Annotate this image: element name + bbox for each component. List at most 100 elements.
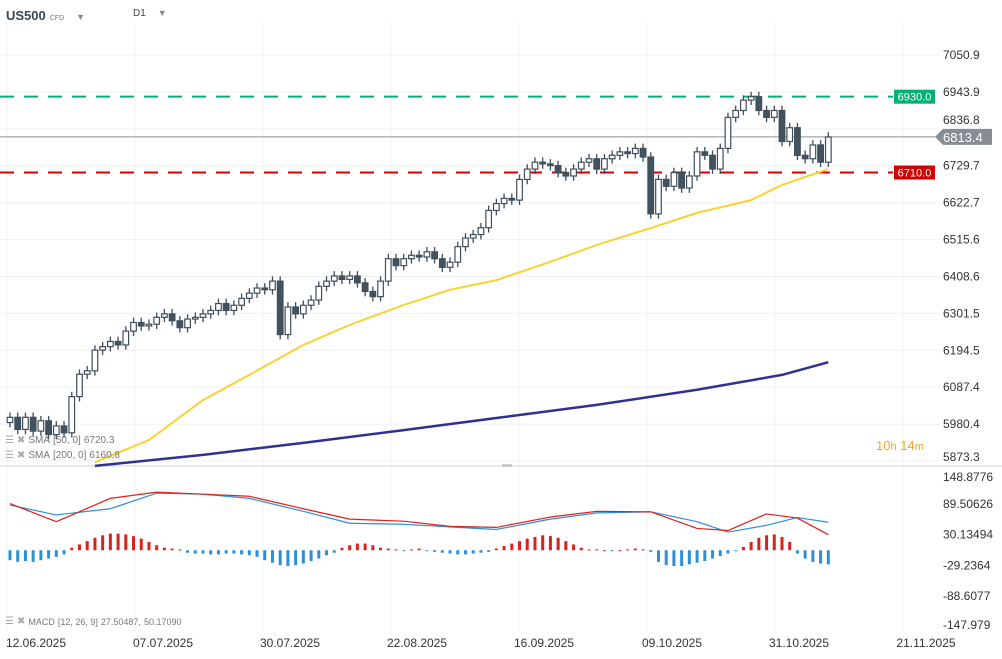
timer-h: h	[890, 441, 897, 453]
candle-body	[114, 340, 122, 346]
macd-histogram-bar	[548, 536, 552, 551]
timeframe-selector[interactable]: D1 ▼	[133, 8, 167, 19]
axes: 7050.9 6943.9 6836.8 6729.7 6622.7 6515.6 6408…	[6, 48, 993, 650]
timer-minutes: 14	[900, 438, 915, 453]
indicator-params: [50, 0]	[53, 435, 81, 446]
support-label-bg	[894, 165, 935, 180]
legend-macd: ☰ ✖ MACD [12, 26, 9] 27.50487, 50.17090	[5, 616, 181, 627]
chevron-down-icon[interactable]: ▼	[157, 8, 167, 18]
candle-body	[485, 209, 493, 229]
candle	[284, 302, 292, 340]
macd-histogram-bar	[510, 543, 514, 551]
close-icon[interactable]: ✖	[16, 435, 26, 446]
candle	[446, 257, 454, 273]
macd-histogram-bar	[47, 550, 51, 559]
candle-body	[755, 96, 763, 112]
candle-body	[45, 420, 52, 436]
candle	[222, 298, 230, 316]
candle	[354, 271, 361, 288]
legend-sma200: ☰ ✖ SMA [200, 0] 6160.8	[5, 450, 120, 461]
settings-icon[interactable]: ☰	[5, 435, 14, 446]
macd-panel	[8, 491, 830, 567]
candle-body	[701, 151, 709, 156]
settings-icon[interactable]: ☰	[5, 450, 14, 461]
macd-histogram-bar	[371, 545, 375, 551]
macd-histogram-bar	[564, 541, 568, 551]
candle	[801, 150, 809, 164]
symbol-selector[interactable]: US500 CFD ▼	[6, 8, 85, 23]
macd-histogram-bar	[656, 550, 660, 562]
macd-histogram-bar	[695, 550, 699, 563]
close-icon[interactable]: ✖	[16, 616, 26, 627]
candle-body	[601, 158, 608, 170]
candle	[639, 143, 647, 162]
macd-histogram-bar	[394, 549, 398, 551]
candle-body	[786, 127, 794, 143]
date-axis-label: 22.08.2025	[387, 636, 447, 650]
chevron-down-icon[interactable]: ▼	[76, 12, 86, 22]
candle	[477, 222, 485, 240]
macd-histogram-bar	[216, 550, 220, 555]
candle-body	[763, 109, 770, 118]
candle	[338, 271, 346, 285]
candle-body	[215, 302, 222, 312]
macd-histogram-bar	[595, 549, 599, 551]
macd-histogram-bar	[680, 550, 684, 567]
macd-histogram-bar	[803, 550, 807, 559]
settings-icon[interactable]: ☰	[5, 616, 14, 627]
candle-body	[685, 175, 693, 189]
support-label: 6710.0	[898, 168, 932, 180]
horizontal-levels[interactable]: 6930.0 6710.0 6813.4	[0, 89, 992, 180]
candle	[52, 421, 60, 440]
price-axis-label: 5980.4	[943, 417, 980, 431]
candle-body	[261, 287, 269, 291]
candle	[45, 415, 52, 440]
candle-body	[276, 280, 284, 336]
candle	[60, 421, 68, 438]
candle	[492, 198, 500, 216]
candle-body	[315, 285, 323, 301]
candle-body	[384, 258, 392, 282]
macd-histogram-bar	[209, 550, 213, 555]
macd-histogram-bar	[734, 550, 738, 552]
candle	[601, 153, 608, 174]
macd-histogram-bar	[355, 543, 359, 551]
macd-histogram-bar	[618, 550, 622, 552]
candle	[191, 312, 199, 324]
date-axis-label: 07.07.2025	[133, 636, 193, 650]
macd-histogram-bar	[402, 550, 406, 552]
macd-histogram-bar	[757, 537, 761, 551]
candle-body	[570, 168, 577, 177]
candle	[253, 283, 261, 299]
candle-body	[608, 154, 616, 160]
candle	[29, 412, 37, 436]
candle	[763, 105, 770, 123]
close-icon[interactable]: ✖	[16, 450, 26, 461]
candle	[330, 271, 338, 286]
macd-histogram-bar	[795, 550, 799, 554]
candle	[276, 276, 284, 340]
macd-histogram-bar	[602, 550, 606, 552]
resistance-label: 6930.0	[898, 92, 932, 104]
candle	[716, 143, 724, 174]
macd-histogram-bar	[718, 550, 722, 557]
candle	[570, 164, 577, 181]
candle	[292, 302, 300, 319]
candle-body	[739, 99, 747, 112]
candle	[346, 271, 354, 285]
indicator-value: 27.50487,	[100, 616, 141, 627]
macd-histogram-bar	[463, 550, 467, 555]
price-axis-label: 7050.9	[943, 48, 980, 62]
resistance-label-bg	[894, 89, 935, 104]
grid	[0, 22, 1002, 632]
macd-histogram-bar	[340, 547, 344, 551]
candle	[83, 365, 91, 380]
candle-body	[191, 316, 199, 320]
indicator-params: [200, 0]	[53, 450, 87, 461]
macd-histogram-bar	[139, 538, 143, 551]
candle-countdown: 10h 14m	[876, 438, 924, 453]
candle-body	[616, 151, 624, 156]
candle	[91, 345, 99, 376]
panel-resize-handle[interactable]	[502, 464, 512, 467]
